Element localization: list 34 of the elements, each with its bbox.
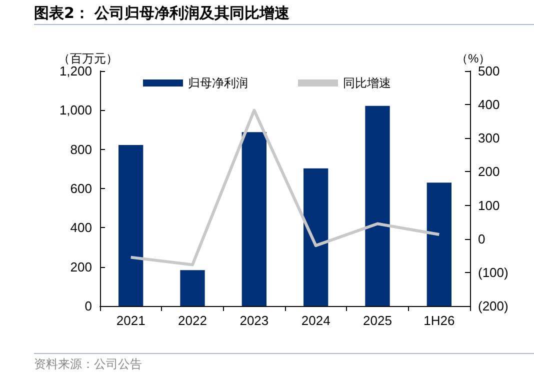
bar [242, 132, 266, 306]
y2-tick-label: 200 [478, 164, 500, 180]
x-tick-label: 2022 [178, 313, 207, 328]
y2-tick-label: (100) [478, 264, 508, 280]
y-tick-label: 800 [70, 142, 92, 157]
y2-axis-title: （%） [456, 52, 491, 66]
y-tick-label: 200 [70, 259, 92, 274]
x-tick-label: 2021 [116, 313, 146, 328]
y2-tick-label: (200) [478, 298, 508, 314]
text: 资料来源：公司公告 [34, 356, 142, 373]
legend-label: 归母净利润 [188, 76, 248, 90]
bar [304, 168, 328, 306]
y2-tick-label: 0 [478, 231, 486, 246]
bar [365, 106, 390, 306]
legend-label: 同比增速 [343, 76, 391, 90]
y-tick-label: 400 [70, 220, 92, 236]
x-tick-label: 2025 [363, 313, 392, 328]
y-tick-label: 1,200 [59, 64, 92, 78]
y2-tick-label: 400 [478, 97, 500, 112]
x-tick-label: 2023 [240, 313, 269, 328]
y-tick-label: 600 [70, 181, 92, 196]
y-axis-title: （百万元） [58, 52, 118, 66]
y-tick-label: 1,000 [59, 102, 92, 118]
y2-tick-label: 500 [478, 64, 500, 78]
x-tick-label: 1H26 [424, 313, 455, 328]
bar [118, 145, 144, 306]
y-tick-label: 0 [84, 298, 92, 314]
line-series [129, 108, 441, 266]
y2-tick-label: 300 [478, 130, 500, 146]
bar [180, 270, 205, 306]
x-tick-label: 2024 [301, 313, 330, 328]
bar [426, 182, 452, 306]
chart-title: 图表2： 公司归母净利润及其同比增速 [34, 4, 290, 23]
y2-tick-label: 100 [478, 198, 500, 213]
